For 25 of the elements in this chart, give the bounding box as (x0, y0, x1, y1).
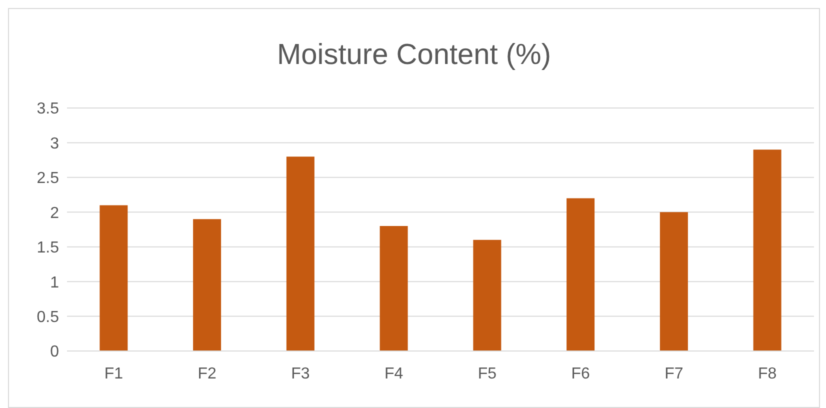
y-tick-label: 0.5 (36, 308, 60, 326)
y-tick-label: 2.5 (36, 170, 60, 188)
y-tick-label: 3.5 (36, 100, 60, 118)
x-tick-label: F8 (758, 365, 777, 382)
bar (286, 156, 314, 351)
chart-title: Moisture Content (%) (276, 39, 552, 72)
bar (193, 219, 222, 351)
bar (473, 240, 502, 351)
y-tick-label: 3 (50, 135, 60, 152)
y-tick-label: 1 (50, 274, 60, 292)
y-tick-label: 0 (50, 344, 60, 361)
x-tick-label: F5 (478, 365, 497, 382)
x-tick-label: F1 (104, 365, 124, 382)
x-tick-label: F2 (198, 365, 216, 382)
bar (100, 205, 128, 351)
y-tick-label: 1.5 (36, 240, 60, 257)
x-tick-label: F4 (384, 365, 404, 382)
bar (380, 226, 408, 351)
bar (566, 198, 595, 351)
x-tick-label: F6 (571, 365, 590, 382)
x-tick-label: F3 (291, 365, 310, 382)
bar (753, 150, 782, 351)
x-tick-label: F7 (664, 365, 684, 382)
y-tick-label: 2 (50, 204, 60, 222)
bar (660, 212, 688, 351)
